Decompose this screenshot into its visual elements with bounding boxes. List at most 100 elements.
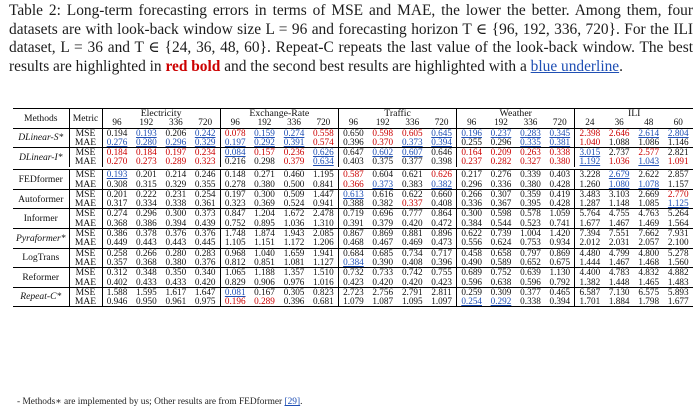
value-cell: 0.578 — [515, 208, 546, 219]
value-cell: 1.204 — [249, 208, 280, 219]
value-cell: 1.127 — [313, 257, 334, 267]
value-cell: 0.307 — [486, 188, 516, 200]
value-cell: 7.662 — [633, 228, 664, 239]
value-cell: 1.085 — [638, 199, 660, 209]
value-cell: 0.292 — [254, 137, 275, 147]
value-cell: 0.433 — [135, 277, 157, 287]
value-cell: 0.660 — [427, 188, 457, 200]
value-cell: 1.040 — [249, 247, 280, 258]
value-cell: 0.373 — [372, 179, 394, 189]
value-cell: 0.345 — [549, 128, 571, 138]
value-cell: 0.266 — [456, 188, 487, 200]
value-cell: 0.797 — [515, 247, 546, 258]
value-cell: 1.095 — [397, 297, 428, 308]
value-cell: 0.386 — [101, 228, 132, 239]
value-cell: 0.289 — [249, 297, 280, 308]
value-cell: 2.770 — [663, 188, 694, 200]
caption-text-3: . — [619, 57, 623, 75]
value-cell: 0.373 — [401, 137, 423, 147]
value-cell: 0.596 — [456, 277, 487, 288]
value-cell: 0.276 — [101, 137, 132, 148]
table-row: MAE 0.449 0.443 0.443 0.445 1.105 1.151 1.172 1.… — [13, 238, 693, 249]
value-cell: 0.556 — [456, 238, 487, 249]
horizon-header: 96 — [219, 118, 250, 129]
metric-label: MSE — [68, 247, 102, 258]
value-cell: 1.192 — [574, 157, 605, 167]
value-cell: 0.626 — [308, 147, 339, 158]
value-cell: 1.081 — [283, 257, 305, 267]
table-row: LogTrans MSE 0.258 0.266 0.280 0.283 0.968 1.04… — [13, 247, 694, 268]
value-cell: 0.524 — [283, 199, 305, 209]
metric-label: MAE — [68, 297, 102, 308]
value-cell: 2.577 — [633, 147, 664, 158]
value-cell: 0.613 — [337, 188, 368, 200]
value-cell: 0.689 — [456, 267, 487, 278]
value-cell: 0.394 — [431, 137, 452, 147]
footnote-reference-link[interactable]: [29] — [284, 397, 301, 407]
value-cell: 2.679 — [604, 169, 634, 180]
value-cell: 0.384 — [337, 257, 368, 268]
value-cell: 2.057 — [638, 238, 660, 248]
value-cell: 0.278 — [219, 179, 250, 190]
value-cell: 2.622 — [633, 169, 664, 180]
value-cell: 1.588 — [101, 286, 132, 298]
value-cell: 0.598 — [486, 208, 516, 219]
value-cell: 0.558 — [313, 128, 334, 138]
metric-label: MSE — [68, 169, 102, 180]
horizon-header: 336 — [279, 118, 309, 129]
dataset-traffic: Traffic — [337, 108, 457, 119]
value-cell: 0.390 — [372, 257, 394, 267]
value-cell: 4.882 — [663, 267, 694, 278]
value-cell: 0.242 — [194, 128, 216, 138]
horizon-header: 96 — [337, 118, 368, 129]
value-cell: 2.821 — [663, 147, 694, 158]
value-cell: 0.193 — [135, 128, 157, 138]
value-cell: 4.480 — [574, 247, 605, 258]
value-cell: 0.968 — [219, 247, 250, 258]
table-row: Informer MSE 0.274 0.296 0.300 0.373 0.847 1.20… — [13, 208, 694, 229]
value-cell: 0.167 — [249, 286, 280, 298]
value-cell: 2.791 — [397, 286, 428, 298]
value-cell: 0.283 — [520, 128, 541, 138]
value-cell: 0.650 — [337, 128, 368, 138]
value-cell: 0.403 — [337, 157, 368, 167]
horizon-header: 720 — [427, 118, 457, 129]
table-row: MAE 0.308 0.315 0.329 0.355 0.278 0.380 0.500 0.… — [13, 179, 693, 190]
value-cell: 0.078 — [219, 128, 250, 138]
value-cell: 0.950 — [131, 297, 162, 308]
value-cell: 0.976 — [283, 277, 305, 287]
horizon-header: 336 — [161, 118, 191, 129]
value-cell: 0.263 — [515, 147, 546, 158]
value-cell: 1.130 — [545, 267, 575, 278]
value-cell: 1.091 — [667, 157, 689, 167]
horizon-header: 720 — [545, 118, 575, 129]
value-cell: 0.408 — [401, 257, 423, 267]
value-cell: 7.130 — [604, 286, 634, 298]
value-cell: 3.483 — [574, 188, 605, 200]
value-cell: 0.589 — [490, 257, 512, 267]
value-cell: 0.823 — [308, 286, 339, 298]
horizon-header: 720 — [190, 118, 221, 129]
value-cell: 0.292 — [486, 297, 516, 308]
value-cell: 0.395 — [520, 199, 541, 209]
value-cell: 0.317 — [101, 199, 132, 209]
metric-label: MSE — [68, 208, 102, 219]
value-cell: 0.197 — [219, 137, 250, 148]
value-cell: 0.366 — [337, 179, 368, 190]
value-cell: 1.467 — [608, 257, 630, 267]
table-row: MAE 0.317 0.334 0.338 0.361 0.323 0.369 0.524 0.… — [13, 199, 693, 209]
value-cell: 7.931 — [663, 228, 694, 239]
value-cell: 0.408 — [431, 199, 452, 209]
value-cell: 2.614 — [638, 128, 660, 138]
footnote-end: . — [300, 397, 303, 407]
value-cell: 0.336 — [456, 199, 487, 209]
value-cell: 0.305 — [279, 286, 309, 298]
value-cell: 0.329 — [165, 179, 187, 189]
dataset-weather: Weather — [456, 108, 575, 119]
value-cell: 1.310 — [313, 218, 334, 228]
value-cell: 1.647 — [190, 286, 221, 298]
value-cell: 1.206 — [313, 238, 334, 248]
table-row: MAE 0.946 0.950 0.961 0.975 0.196 0.289 0.396 0.… — [13, 297, 694, 308]
value-cell: 0.382 — [431, 179, 452, 189]
value-cell: 1.468 — [638, 257, 660, 267]
